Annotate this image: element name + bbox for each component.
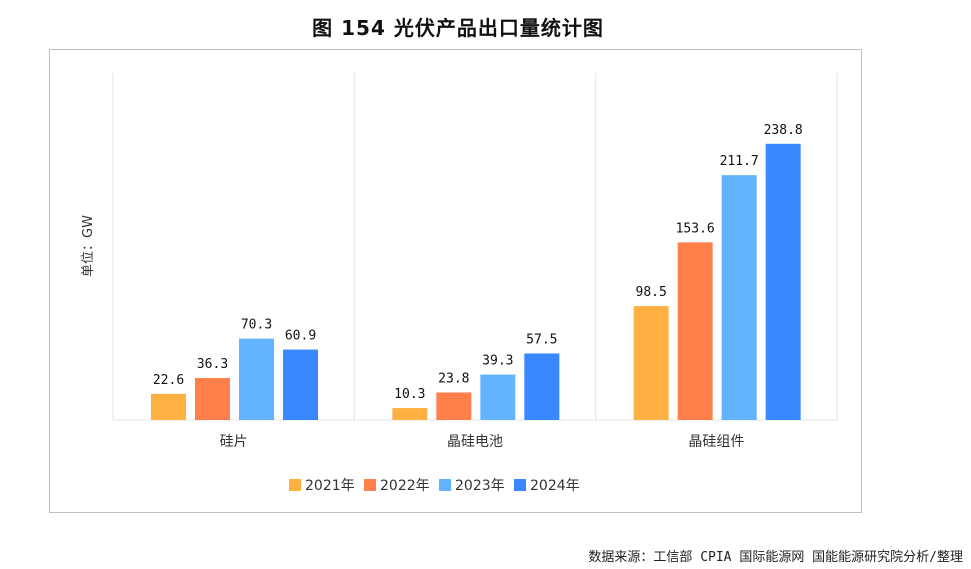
legend-label: 2024年 — [530, 478, 580, 494]
data-label: 98.5 — [636, 285, 667, 300]
x-tick-label: 晶硅电池 — [447, 434, 503, 450]
bar — [239, 338, 274, 420]
bar — [721, 175, 757, 420]
bar — [633, 306, 669, 420]
bar — [151, 393, 186, 420]
data-label: 238.8 — [764, 123, 803, 138]
x-tick-label: 晶硅组件 — [688, 434, 744, 450]
legend-label: 2021年 — [305, 478, 355, 494]
data-label: 57.5 — [526, 332, 557, 347]
legend-swatch — [289, 479, 301, 491]
bar — [765, 143, 801, 420]
data-label: 23.8 — [438, 371, 469, 386]
chart-title: 图 154 光伏产品出口量统计图 — [312, 16, 604, 40]
bar — [524, 353, 560, 420]
data-label: 211.7 — [720, 154, 759, 169]
data-label: 10.3 — [394, 387, 425, 402]
bar — [392, 408, 428, 420]
legend-swatch — [514, 479, 526, 491]
x-tick-label: 硅片 — [220, 434, 248, 450]
bar — [436, 392, 472, 420]
data-label: 60.9 — [285, 329, 316, 344]
source-note: 数据来源：工信部 CPIA 国际能源网 国能能源研究院分析/整理 — [588, 550, 963, 565]
bar — [677, 242, 713, 420]
data-label: 22.6 — [153, 373, 184, 388]
bar — [195, 378, 230, 420]
legend-label: 2022年 — [380, 478, 430, 494]
bar — [283, 349, 318, 420]
chart-frame — [49, 49, 862, 513]
bar — [480, 374, 516, 420]
legend-swatch — [364, 479, 376, 491]
legend-swatch — [439, 479, 451, 491]
y-axis-label: 单位：GW — [81, 215, 96, 277]
data-label: 39.3 — [482, 354, 513, 369]
legend-label: 2023年 — [455, 478, 505, 494]
data-label: 36.3 — [197, 357, 228, 372]
data-label: 153.6 — [676, 221, 715, 236]
data-label: 70.3 — [241, 318, 272, 333]
